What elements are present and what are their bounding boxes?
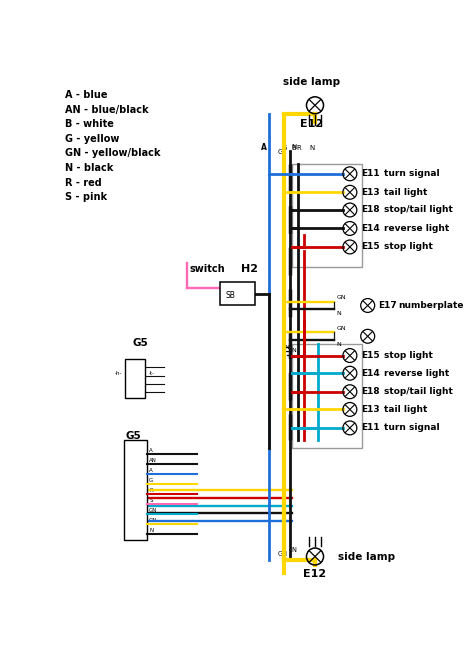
Text: stop/tail light: stop/tail light: [384, 387, 453, 396]
Text: G5: G5: [133, 337, 149, 347]
Text: E12: E12: [303, 569, 327, 579]
Text: E18: E18: [361, 206, 379, 214]
Text: E15: E15: [361, 351, 379, 360]
Text: R - red: R - red: [65, 177, 102, 187]
Text: N: N: [292, 547, 297, 553]
Text: R: R: [296, 145, 301, 151]
Text: N: N: [310, 145, 315, 151]
Text: N: N: [337, 310, 341, 316]
Bar: [125, 360, 145, 398]
Bar: [124, 440, 147, 540]
Text: turn signal: turn signal: [384, 423, 439, 432]
Text: E11: E11: [361, 423, 379, 432]
Text: GN - yellow/black: GN - yellow/black: [65, 149, 161, 159]
Text: E17: E17: [379, 301, 397, 310]
Text: E15: E15: [361, 243, 379, 251]
Text: GN: GN: [149, 518, 157, 523]
Text: switch: switch: [190, 264, 225, 274]
Text: GN: GN: [337, 295, 346, 300]
Text: side lamp: side lamp: [338, 552, 395, 562]
Text: E13: E13: [361, 405, 379, 414]
Text: GN: GN: [278, 551, 288, 556]
Text: G: G: [149, 478, 154, 483]
Text: E14: E14: [361, 369, 380, 378]
Text: reverse light: reverse light: [384, 224, 449, 233]
Bar: [220, 282, 255, 306]
Text: G: G: [278, 149, 283, 155]
Text: G5: G5: [126, 431, 142, 441]
Text: stop/tail light: stop/tail light: [384, 206, 453, 214]
Text: S: S: [149, 499, 153, 503]
Text: numberplate: numberplate: [399, 301, 464, 310]
Text: reverse light: reverse light: [384, 369, 449, 378]
Text: tail light: tail light: [384, 405, 428, 414]
Text: R: R: [149, 489, 153, 493]
Text: S - pink: S - pink: [65, 192, 108, 202]
Bar: [292, 164, 362, 267]
Text: N - black: N - black: [65, 163, 114, 173]
Text: A - blue: A - blue: [65, 90, 108, 100]
Text: stop light: stop light: [384, 243, 433, 251]
Text: A: A: [149, 448, 153, 454]
Text: N: N: [284, 345, 289, 349]
Text: N: N: [337, 341, 341, 347]
Text: AN: AN: [149, 458, 157, 463]
Text: SB: SB: [225, 291, 235, 300]
Text: A: A: [261, 143, 266, 152]
Text: G: G: [282, 145, 287, 151]
Text: tail light: tail light: [384, 187, 428, 197]
Text: E12: E12: [300, 119, 323, 129]
Text: GN: GN: [337, 326, 346, 331]
Text: E11: E11: [361, 169, 379, 178]
Text: -t-: -t-: [149, 371, 155, 376]
Text: GN: GN: [149, 509, 157, 513]
Text: B - white: B - white: [65, 119, 114, 129]
Text: turn signal: turn signal: [384, 169, 439, 178]
Text: N: N: [292, 347, 297, 353]
Text: E18: E18: [361, 387, 379, 396]
Text: G - yellow: G - yellow: [65, 134, 120, 144]
Text: -h-: -h-: [115, 371, 123, 376]
Text: AN - blue/black: AN - blue/black: [65, 105, 149, 114]
Text: side lamp: side lamp: [283, 77, 340, 87]
Bar: [292, 344, 362, 448]
Text: E13: E13: [361, 187, 379, 197]
Text: B: B: [291, 145, 296, 151]
Text: N: N: [149, 528, 153, 534]
Text: A: A: [149, 468, 153, 473]
Text: E14: E14: [361, 224, 380, 233]
Text: H2: H2: [241, 264, 258, 274]
Text: stop light: stop light: [384, 351, 433, 360]
Text: N: N: [291, 144, 296, 150]
